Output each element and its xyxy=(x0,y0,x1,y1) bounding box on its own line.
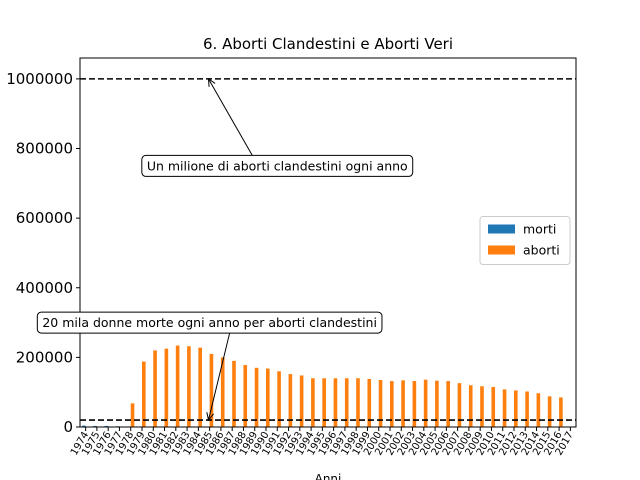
bar-aborti-1994 xyxy=(311,378,315,427)
legend: morti aborti xyxy=(479,216,571,265)
bar-aborti-2002 xyxy=(401,380,405,427)
legend-swatch-aborti xyxy=(488,245,515,255)
bar-aborti-2006 xyxy=(446,381,450,427)
bar-morti-1976 xyxy=(104,425,109,427)
bar-aborti-1987 xyxy=(232,360,236,427)
bar-aborti-2001 xyxy=(390,381,394,427)
annotation-box xyxy=(36,311,383,334)
bar-aborti-1982 xyxy=(175,345,180,427)
annotation-text: Un milione di aborti clandestini ogni an… xyxy=(147,158,408,173)
bar-aborti-2015 xyxy=(547,396,552,427)
annotation-arrow-line xyxy=(208,332,231,421)
chart-title: 6. Aborti Clandestini e Aborti Veri xyxy=(203,35,453,53)
y-tick-label: 400000 xyxy=(16,279,73,297)
annotation-text: 20 mila donne morte ogni anno per aborti… xyxy=(42,315,377,330)
bar-aborti-1980 xyxy=(153,350,157,427)
y-axis-ticks: 0 200000 400000 600000 800000 1000000 xyxy=(6,70,80,436)
reference-lines xyxy=(80,78,576,421)
bar-aborti-2010 xyxy=(491,386,496,427)
bar-aborti-2012 xyxy=(514,390,518,427)
plot-frame xyxy=(79,57,577,428)
y-tick-label: 800000 xyxy=(16,140,73,158)
bar-morti-1975 xyxy=(93,425,97,427)
bar-aborti-1991 xyxy=(277,371,281,427)
series-aborti xyxy=(130,345,563,427)
annotations: Un milione di aborti clandestini ogni an… xyxy=(36,77,414,422)
annotation-arrow-head xyxy=(207,77,216,87)
bar-aborti-2016 xyxy=(559,397,563,427)
y-tick-label: 0 xyxy=(63,418,73,436)
bar-aborti-1999 xyxy=(367,378,372,427)
annotation-1: Un milione di aborti clandestini ogni an… xyxy=(141,77,414,177)
bar-aborti-2013 xyxy=(525,391,529,427)
bar-aborti-2011 xyxy=(502,389,507,427)
bar-aborti-2008 xyxy=(468,385,473,427)
bar-aborti-1981 xyxy=(164,348,169,427)
bar-aborti-1997 xyxy=(344,378,349,427)
bar-aborti-1998 xyxy=(356,378,360,427)
bar-aborti-1983 xyxy=(187,346,191,427)
bar-aborti-2009 xyxy=(480,386,484,427)
y-tick-label: 200000 xyxy=(16,348,73,366)
bar-aborti-1988 xyxy=(243,365,248,427)
bar-aborti-1986 xyxy=(220,357,225,427)
bar-aborti-1989 xyxy=(254,367,259,427)
y-tick-label: 1000000 xyxy=(6,70,73,88)
bars xyxy=(82,345,563,427)
axes xyxy=(79,57,577,428)
bar-aborti-1995 xyxy=(322,378,326,427)
bar-aborti-1992 xyxy=(288,374,293,427)
bar-aborti-1984 xyxy=(198,347,202,427)
bar-aborti-1979 xyxy=(142,361,146,427)
x-axis-label: Anni xyxy=(315,472,342,480)
legend-swatch-morti xyxy=(488,224,515,234)
annotation-arrow-head xyxy=(206,412,214,422)
bar-aborti-2000 xyxy=(378,380,383,427)
annotation-2: 20 mila donne morte ogni anno per aborti… xyxy=(36,311,383,422)
bar-aborti-1990 xyxy=(266,368,270,427)
bar-morti-1974 xyxy=(82,425,86,427)
bar-aborti-1985 xyxy=(209,353,214,427)
x-axis-ticks: 1974197519761977197819791980198119821983… xyxy=(69,427,576,458)
bar-aborti-2005 xyxy=(435,380,439,427)
bar-aborti-2014 xyxy=(536,393,541,427)
bar-aborti-2007 xyxy=(457,383,462,427)
bar-aborti-2003 xyxy=(412,381,417,427)
bar-aborti-1978 xyxy=(130,403,135,427)
legend-label-aborti: aborti xyxy=(523,243,560,258)
bar-aborti-1996 xyxy=(333,378,338,427)
bar-aborti-1993 xyxy=(299,375,304,427)
legend-label-morti: morti xyxy=(523,222,556,237)
annotation-arrow-line xyxy=(208,78,253,156)
y-tick-label: 600000 xyxy=(16,209,73,227)
annotation-box xyxy=(141,154,414,177)
bar-aborti-2004 xyxy=(423,379,428,427)
